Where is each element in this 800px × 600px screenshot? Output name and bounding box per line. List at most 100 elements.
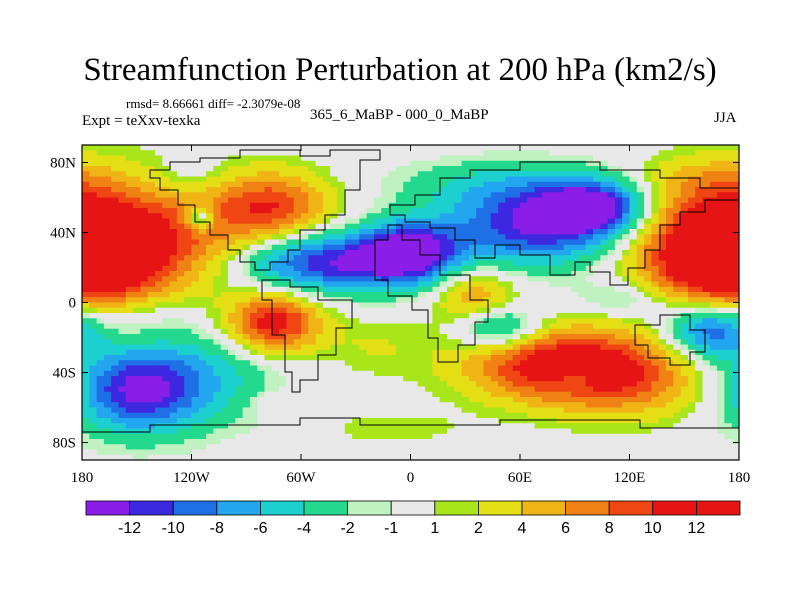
field-cell-1810 [155,250,163,256]
field-cell-446 [709,166,718,172]
field-cell-2210 [447,271,455,277]
field-cell-876 [563,192,572,199]
field-cell-3990 [301,376,309,382]
field-cell-3191 [381,328,390,335]
field-cell-795 [629,187,638,193]
field-cell-2804 [184,307,193,314]
field-cell-2183 [249,271,258,277]
field-cell-3362 [315,339,324,346]
field-cell-2969 [731,313,739,319]
field-cell-4553 [468,407,477,414]
field-cell-3943 [614,370,623,377]
field-cell-2240 [666,271,674,277]
field-cell-4160 [228,386,236,393]
field-cell-4038 [651,376,660,382]
field-cell-3036 [563,318,572,325]
field-cell-1951 [527,255,536,262]
field-cell-2631 [235,297,244,304]
field-cell-2323 [614,276,623,283]
field-cell-4347 [279,397,287,403]
field-cell-2159 [731,265,739,272]
field-cell-1896 [125,255,134,262]
field-cell-4174 [330,386,339,393]
field-cell-3465 [410,344,419,351]
field-cell-281 [162,160,171,167]
field-cell-4312 [680,391,689,398]
field-cell-4016 [490,376,499,382]
field-cell-54 [476,145,485,151]
field-cell-203 [249,155,258,162]
field-cell-4222 [680,386,689,393]
field-cell-4149 [147,386,156,393]
field-cell-3287 [425,334,433,340]
field-cell-4752 [607,418,616,424]
field-cell-1971 [673,255,682,262]
field-cell-2525 [118,292,127,298]
field-cell-3481 [527,344,536,351]
field-cell-4248 [213,391,222,398]
field-cell-3089 [293,323,302,330]
field-cell-1259 [731,213,739,220]
field-cell-3860 [666,365,674,372]
field-cell-2326 [636,276,645,283]
field-cell-4061 [162,381,171,388]
field-cell-3549 [366,349,375,356]
field-cell-3019 [439,318,448,325]
field-cell-2753 [468,302,477,309]
field-cell-348 [651,160,660,167]
field-cell-1289 [293,218,302,225]
field-cell-2284 [330,276,339,283]
field-cell-1379 [293,223,302,230]
field-cell-3874 [111,370,120,377]
field-cell-2086 [198,265,207,272]
field-cell-2445 [191,286,200,293]
field-cell-1196 [271,213,280,220]
field-cell-2402 [534,281,543,288]
field-cell-1866 [563,250,572,256]
field-cell-3434 [184,344,193,351]
field-cell-608 [578,176,587,183]
field-cell-3498 [651,344,660,351]
field-cell-2629 [220,297,229,304]
field-cell-2275 [264,276,273,283]
field-cell-3026 [490,318,499,325]
field-cell-4130 [666,381,674,388]
field-cell-763 [395,187,404,193]
field-cell-134 [403,150,412,157]
field-cell-3784 [111,365,120,372]
field-cell-3868 [724,365,733,372]
field-cell-4084 [330,381,339,388]
field-cell-4523 [249,407,258,414]
field-cell-2305 [483,276,492,283]
field-cell-3131 [600,323,609,330]
field-cell-4900 [374,428,382,435]
field-cell-545 [118,176,127,183]
field-cell-225 [410,155,419,162]
field-cell-692 [534,181,543,188]
field-cell-844 [330,192,339,199]
field-cell-3998 [359,376,368,382]
field-cell-1487 [425,229,433,235]
field-cell-149 [512,150,521,157]
field-cell-815 [118,192,127,199]
field-cell-3773 [687,360,696,367]
field-cell-4260 [301,391,309,398]
field-cell-2202 [388,271,397,277]
field-cell-4035 [629,376,638,382]
field-cell-1985 [118,260,127,267]
field-cell-277 [133,160,141,167]
field-cell-994 [111,202,120,209]
field-cell-2592 [607,292,616,298]
field-cell-2184 [257,271,266,277]
field-cell-3406 [636,339,645,346]
field-cell-459 [147,171,156,178]
field-cell-4186 [417,386,426,393]
field-cell-2435 [118,286,127,293]
field-cell-3428 [140,344,149,351]
field-cell-1186 [198,213,207,220]
field-cell-717 [717,181,725,188]
field-cell-3431 [162,344,171,351]
field-cell-2310 [520,276,528,283]
field-cell-1390 [374,223,382,230]
field-cell-4183 [395,386,404,393]
